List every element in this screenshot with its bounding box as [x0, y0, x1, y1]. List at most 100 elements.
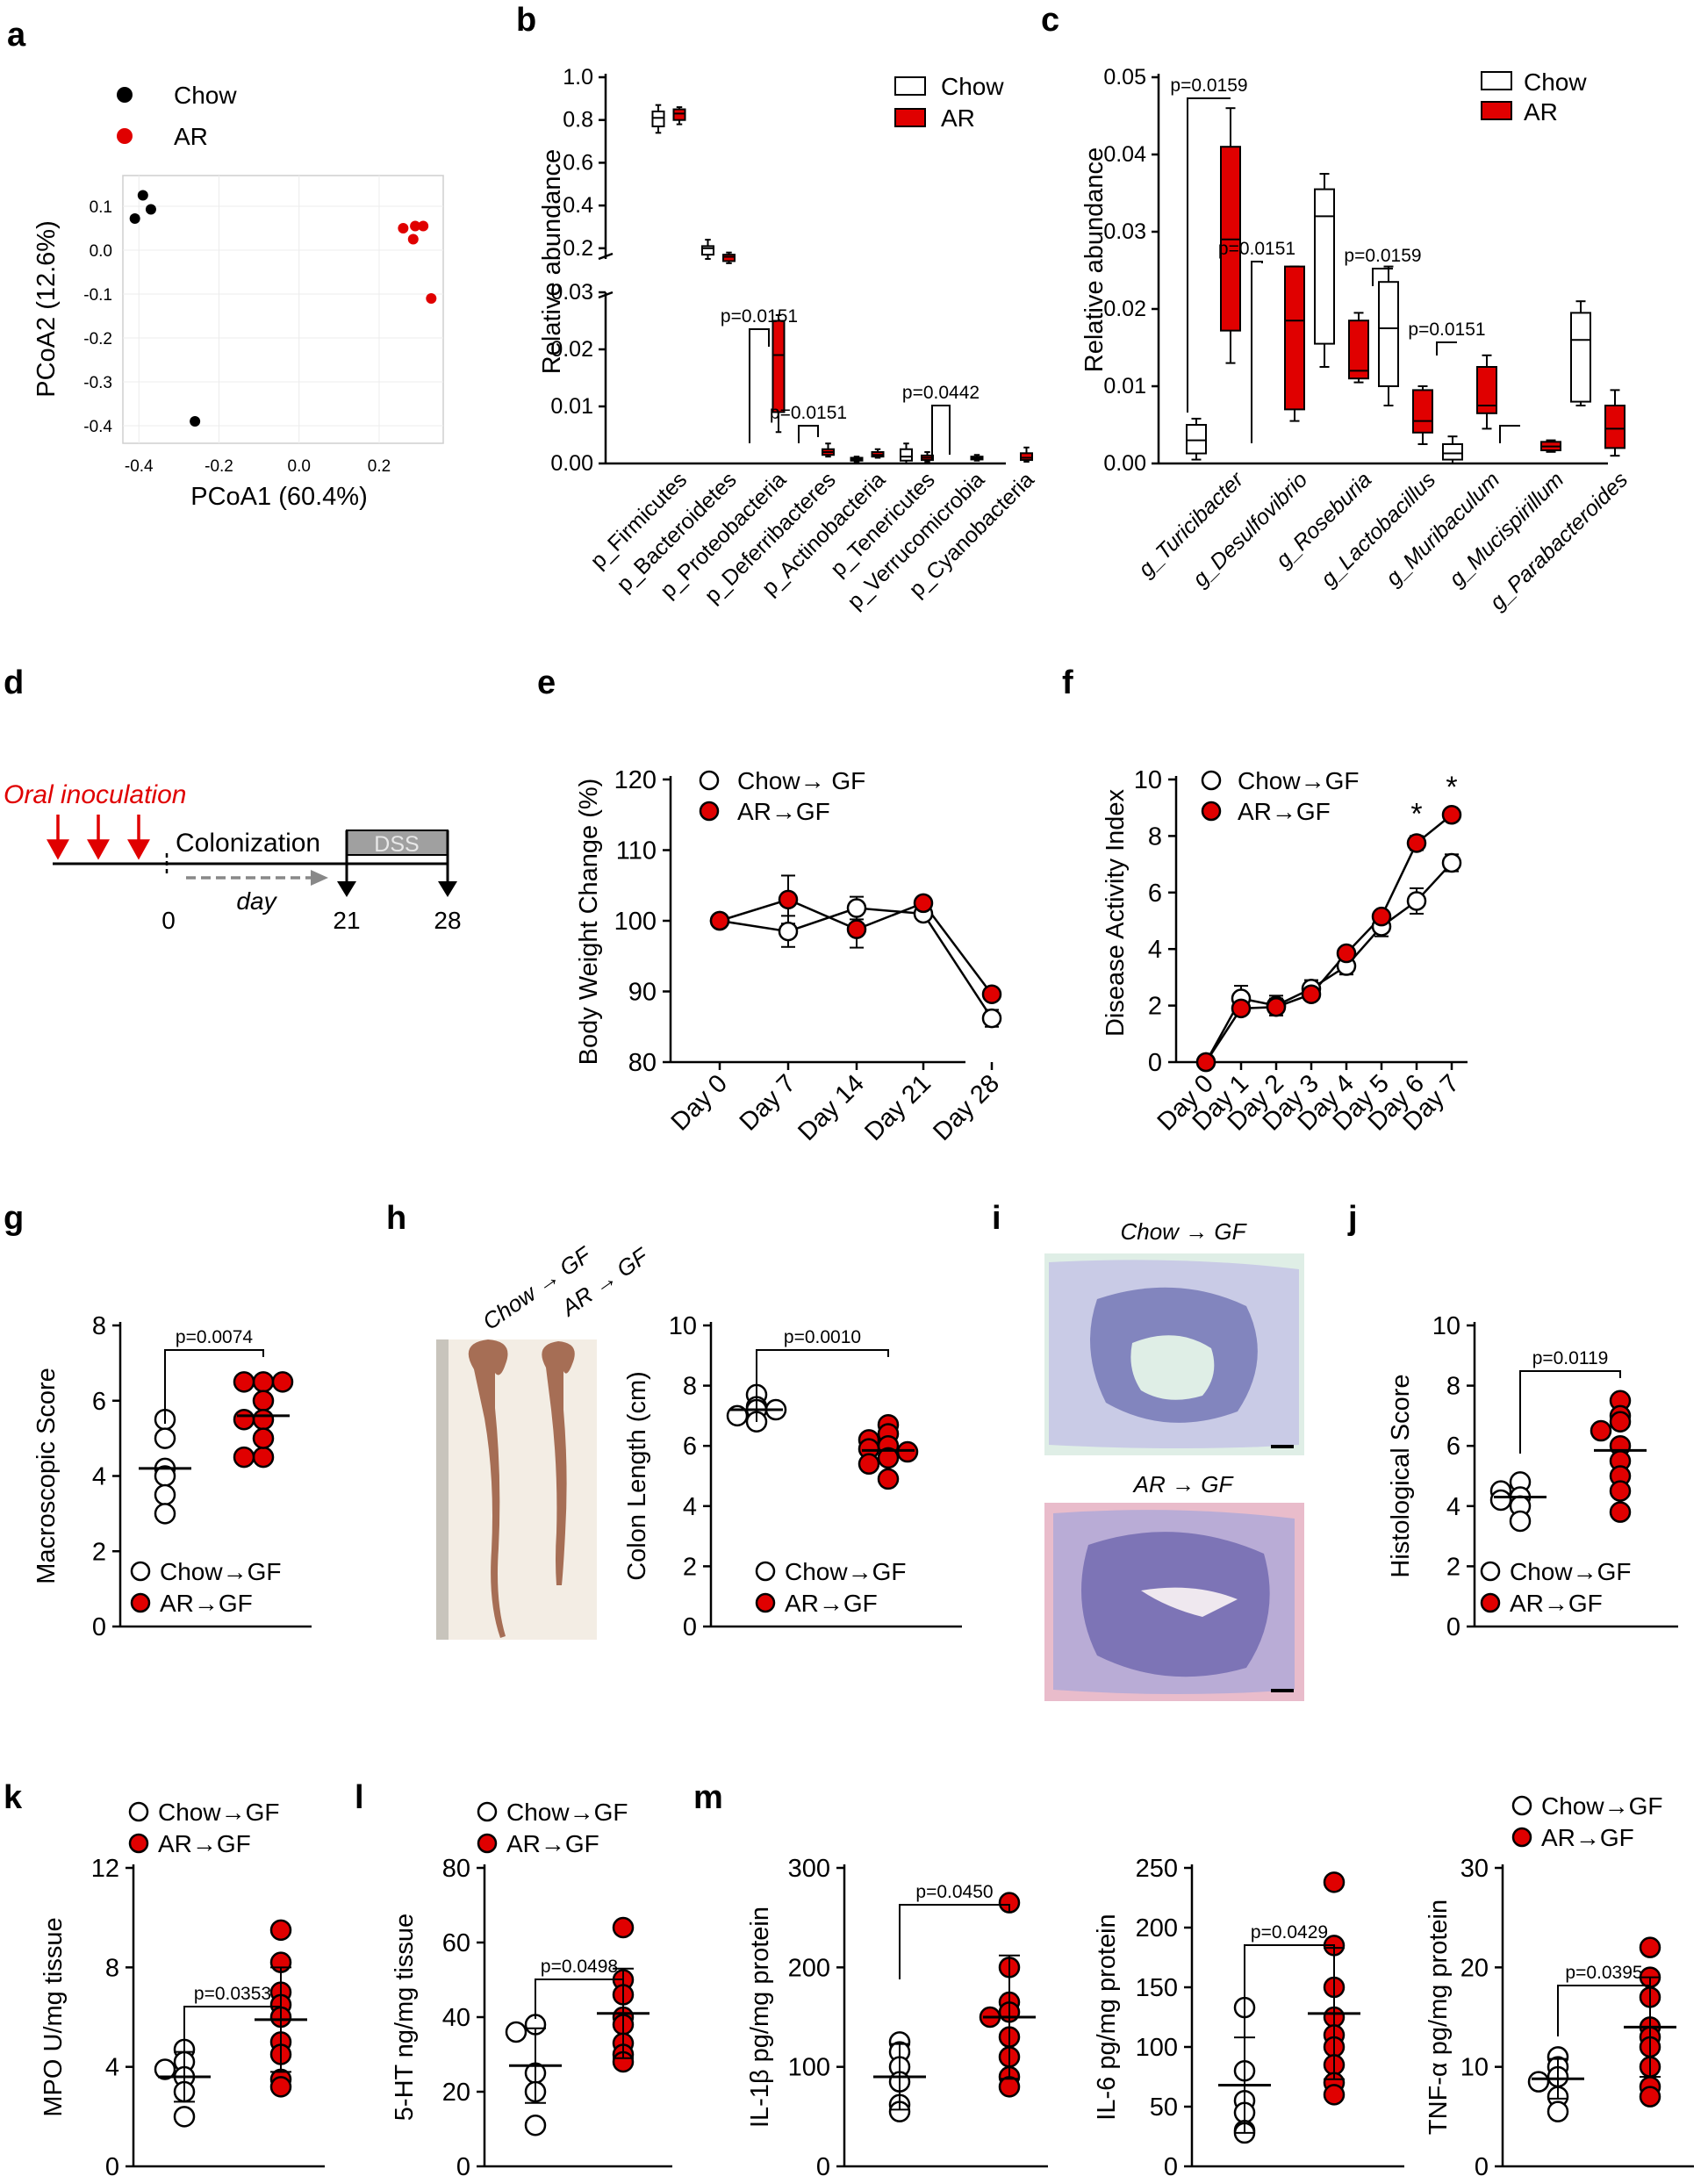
p-value-label: p=0.0151: [1408, 320, 1485, 340]
legend-marker-ar: [128, 1833, 149, 1854]
t21-label: 21: [333, 907, 360, 934]
legend-chow: Chow→GF: [1510, 1558, 1631, 1585]
x-tick-label: -0.2: [205, 457, 233, 476]
legend-marker-chow: [477, 1801, 498, 1822]
y-tick-label: -0.4: [83, 418, 112, 436]
dss-label: DSS: [374, 832, 419, 857]
legend-chow: Chow→GF: [1541, 1792, 1662, 1820]
y-tick-label: 100: [1136, 2034, 1178, 2062]
y-tick-label: 0: [105, 2153, 119, 2176]
legend-marker-chow: [117, 87, 133, 103]
legend-ar: AR: [1524, 98, 1558, 126]
y-tick-label: 80: [442, 1855, 470, 1883]
legend-ar: AR→GF: [1238, 798, 1331, 825]
y-tick-label: 6: [92, 1388, 106, 1416]
y-tick-label: 0.05: [1103, 65, 1146, 90]
point-chow-4: [981, 1008, 1002, 1029]
y-tick-label: 6: [1148, 880, 1162, 908]
point-ar-8: [252, 1427, 275, 1449]
lumen-chow: [1130, 1335, 1215, 1400]
p-value-label: p=0.0353: [194, 1984, 271, 2004]
legend-swatch-chow: [894, 76, 926, 96]
axis-break-upper: [598, 252, 614, 261]
tick-labels: -0.4 -0.2 0.0 0.2 0.1 0.0 -0.1 -0.2 -0.3 -0.4: [83, 198, 391, 476]
point-ar-0: [252, 1371, 275, 1393]
point-ar-7: [233, 1446, 255, 1469]
axes: 1.0 0.8 0.6 0.4 0.2 0.03 0.02 0.01 0.00: [550, 65, 1006, 476]
p-value-label: p=0.0159: [1344, 246, 1421, 266]
legend-marker-chow: [699, 770, 720, 791]
point-ar-2: [846, 919, 867, 939]
panel-b-phylum-box: Relative abundance 1.0 0.8 0.6 0.4 0.2 0.03 0.…: [538, 65, 1039, 614]
legend-marker-ar: [1480, 1592, 1501, 1613]
y-tick-label: -0.2: [83, 330, 112, 348]
point-ar-0: [398, 223, 409, 233]
point-ar-3: [913, 893, 934, 914]
grid: [123, 176, 443, 443]
legend-ar: AR→GF: [158, 1830, 251, 1857]
significance-bracket: [749, 328, 770, 443]
point-ar-4: [1336, 943, 1357, 964]
y-axis-label: Disease Activity Index: [1102, 788, 1130, 1037]
significance-star: *: [1446, 771, 1457, 804]
significance-bracket: [183, 2006, 282, 2082]
x-tick-label: -0.4: [125, 457, 154, 476]
t21-arrowhead: [337, 881, 356, 897]
t28-label: 28: [434, 907, 461, 934]
y-axis-label: PCoA2 (12.6%): [32, 220, 61, 398]
point-ar-0: [1323, 1871, 1346, 1893]
y-tick-label: 150: [1136, 1974, 1178, 2002]
arrow-1-head: [47, 839, 69, 860]
y-tick-label: 40: [442, 2004, 470, 2032]
panel-m-il1b: IL-1β pg/mg protein 0 100 200 300 p=0.0450: [746, 1855, 1048, 2176]
legend-ar: AR: [941, 104, 975, 132]
y-tick-label: 0: [92, 1613, 106, 1641]
box-ar-0-box: [672, 108, 686, 121]
point-ar-2: [1609, 1411, 1632, 1433]
p-value-label: p=0.0159: [1170, 75, 1247, 96]
point-chow-5: [1547, 2101, 1569, 2122]
y-tick-label: 0.6: [563, 150, 593, 175]
p-value-label: p=0.0151: [1218, 239, 1295, 259]
y-tick-label: 0.2: [563, 236, 593, 261]
category-label: g_Desulfovibrio: [1188, 467, 1313, 592]
point-ar-7: [1609, 1480, 1632, 1502]
panel-d-schematic: Oral inoculation Colonization DSS day 0 …: [4, 780, 462, 934]
legend-ar: AR→GF: [737, 798, 830, 825]
significance-bracket: [535, 1979, 624, 2019]
panel-letter-m: m: [693, 1779, 723, 1816]
x-tick-label: Day 14: [793, 1069, 870, 1146]
point-ar-4: [426, 293, 437, 304]
point-chow-0: [137, 190, 148, 201]
legend-chow: Chow→GF: [160, 1558, 281, 1585]
point-ar-6: [1406, 833, 1427, 853]
panel-l-5ht: 5-HT ng/mg tissue 0 20 40 60 80 p=0.0498 Chow→G…: [391, 1799, 672, 2176]
box-ar-2-box: [1348, 320, 1369, 380]
panel-letter-d: d: [4, 664, 24, 701]
category-label: g_Lactobacillus: [1317, 467, 1441, 592]
y-tick-label: 0.00: [1103, 451, 1146, 476]
point-ar-6: [877, 1447, 900, 1469]
legend-marker-chow: [1201, 770, 1222, 791]
y-tick-label: 4: [92, 1463, 106, 1491]
y-axis-label: 5-HT ng/mg tissue: [391, 1914, 419, 2121]
box-ar-1-box: [1284, 265, 1305, 411]
y-tick-label: 110: [616, 837, 657, 865]
day-label: day: [236, 887, 277, 915]
p-value-label: p=0.0442: [902, 383, 980, 403]
legend-chow: Chow→ GF: [737, 767, 865, 794]
y-tick-label: 0.8: [563, 108, 593, 133]
y-tick-label: 100: [788, 2054, 830, 2082]
x-tick-label: Day 21: [859, 1069, 937, 1146]
legend-marker-chow: [130, 1561, 151, 1582]
p-value-label: p=0.0498: [541, 1957, 618, 1977]
significance-bracket: [1187, 97, 1231, 413]
y-tick-label: 6: [1446, 1433, 1460, 1461]
panel-e-body-weight: Body Weight Change (%) 80 90 100 110 120 Day …: [575, 766, 1005, 1146]
box-chow-2-box: [1314, 188, 1335, 345]
axis-break-lower: [598, 291, 614, 299]
box-chow-3-box: [1378, 281, 1399, 388]
significance-bracket: [1436, 341, 1457, 355]
